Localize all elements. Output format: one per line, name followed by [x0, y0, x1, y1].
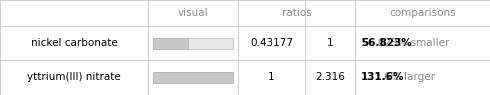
Bar [153, 38, 233, 49]
Bar [153, 72, 233, 83]
Bar [153, 72, 233, 83]
Text: 2.316: 2.316 [315, 72, 345, 82]
Text: 56.823%: 56.823% [361, 38, 412, 48]
Text: 131.6%: 131.6% [361, 72, 405, 82]
Text: visual: visual [178, 8, 208, 18]
Text: 56.823% smaller: 56.823% smaller [361, 38, 449, 48]
Text: 1: 1 [268, 72, 275, 82]
Text: comparisons: comparisons [389, 8, 456, 18]
Text: nickel carbonate: nickel carbonate [31, 38, 118, 48]
Text: ratios: ratios [282, 8, 311, 18]
Text: 0.43177: 0.43177 [250, 38, 293, 48]
Text: yttrium(III) nitrate: yttrium(III) nitrate [27, 72, 121, 82]
Text: 1: 1 [327, 38, 333, 48]
Bar [153, 38, 188, 49]
Text: 131.6% larger: 131.6% larger [361, 72, 435, 82]
